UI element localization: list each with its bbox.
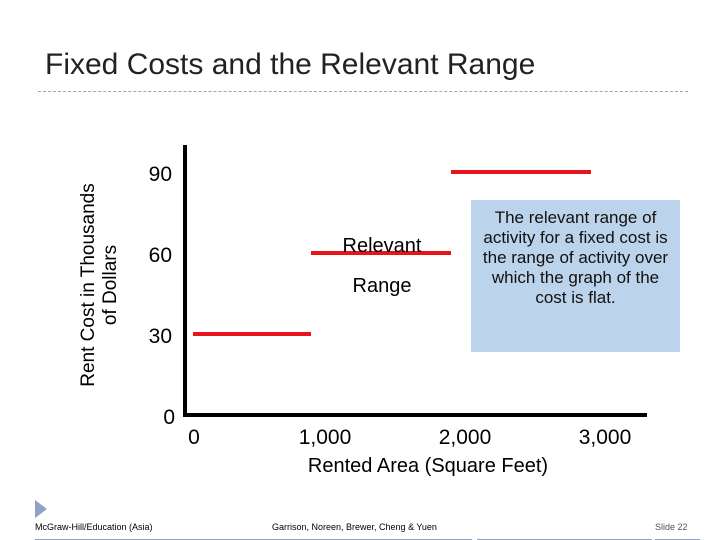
y-tick-label: 90 xyxy=(149,163,172,186)
title-divider xyxy=(38,91,688,92)
footer-arrow-icon xyxy=(35,500,47,518)
x-tick-label: 0 xyxy=(188,426,200,449)
footer-slide-number: Slide 22 xyxy=(655,522,688,532)
x-tick-label: 1,000 xyxy=(299,426,352,449)
relevant-range-annotation: Relevant xyxy=(343,235,422,257)
relevant-range-callout: The relevant range of activity for a fix… xyxy=(471,200,680,352)
y-tick-label: 0 xyxy=(163,406,175,429)
x-tick-label: 3,000 xyxy=(579,426,632,449)
relevant-range-annotation: Range xyxy=(353,275,412,297)
x-tick-label: 2,000 xyxy=(439,426,492,449)
y-tick-label: 60 xyxy=(149,244,172,267)
slide-title: Fixed Costs and the Relevant Range xyxy=(45,48,536,81)
footer-authors: Garrison, Noreen, Brewer, Cheng & Yuen xyxy=(272,522,437,532)
x-axis-label: Rented Area (Square Feet) xyxy=(308,455,548,477)
y-tick-label: 30 xyxy=(149,325,172,348)
footer-publisher: McGraw-Hill/Education (Asia) xyxy=(35,522,153,532)
